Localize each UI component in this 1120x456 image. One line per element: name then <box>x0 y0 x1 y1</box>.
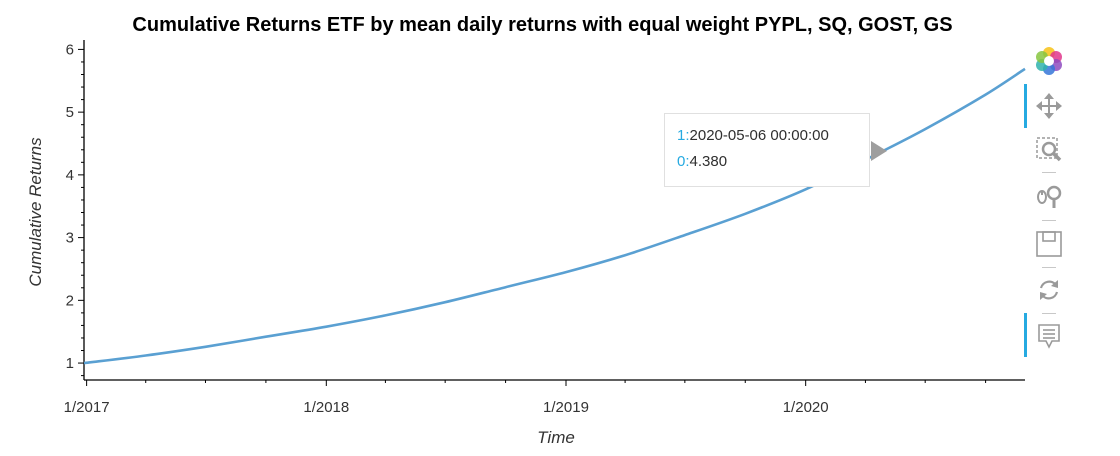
tooltip-row-y: 0:4.380 <box>677 153 869 179</box>
y-tick-label: 3 <box>66 230 74 247</box>
hover-tooltip: 1:2020-05-06 00:00:00 0:4.380 <box>664 113 870 187</box>
y-tick-label: 5 <box>66 104 74 121</box>
x-tick-label: 1/2019 <box>543 399 589 416</box>
series-layer <box>83 67 1026 365</box>
pan-icon[interactable] <box>1032 89 1066 123</box>
axes: 1 2 3 4 5 6 1/2017 1/2018 1/2019 1/2020 <box>64 40 1025 416</box>
pan-active-indicator <box>1024 84 1027 128</box>
tooltip-value-y: 4.380 <box>689 153 728 170</box>
reset-icon[interactable] <box>1032 273 1066 307</box>
x-tick-label: 1/2018 <box>303 399 349 416</box>
box-zoom-icon[interactable] <box>1032 133 1066 167</box>
chart-toolbar <box>1024 40 1074 370</box>
hover-icon[interactable] <box>1032 319 1066 353</box>
toolbar-separator <box>1042 313 1056 314</box>
y-tick-label: 4 <box>66 167 74 184</box>
hover-active-indicator <box>1024 313 1027 357</box>
chart-title: Cumulative Returns ETF by mean daily ret… <box>132 14 953 36</box>
tooltip-key-y: 0: <box>677 153 690 170</box>
series-line[interactable] <box>83 67 1026 365</box>
x-tick-label: 1/2020 <box>783 399 829 416</box>
tooltip-key-x: 1: <box>677 127 690 144</box>
tooltip-value-x: 2020-05-06 00:00:00 <box>689 127 829 144</box>
y-tick-label: 1 <box>66 355 74 372</box>
x-tick-label: 1/2017 <box>64 399 110 416</box>
toolbar-separator <box>1042 267 1056 268</box>
tooltip-row-x: 1:2020-05-06 00:00:00 <box>677 127 869 153</box>
save-icon[interactable] <box>1032 227 1066 261</box>
y-tick-label: 2 <box>66 292 74 309</box>
toolbar-separator <box>1042 220 1056 221</box>
wheel-zoom-icon[interactable] <box>1032 179 1066 213</box>
y-tick-label: 6 <box>66 41 74 58</box>
y-axis-label: Cumulative Returns <box>26 137 45 287</box>
bokeh-logo-icon[interactable] <box>1032 44 1066 78</box>
toolbar-separator <box>1042 172 1056 173</box>
x-axis-label: Time <box>537 428 575 447</box>
tooltip-pointer <box>871 141 887 161</box>
